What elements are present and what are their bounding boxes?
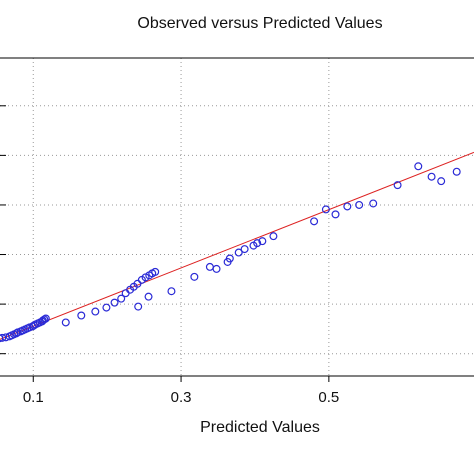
- data-point-55: [355, 200, 364, 209]
- data-point-6: [12, 329, 21, 338]
- data-point-26: [110, 298, 119, 307]
- data-point-57: [393, 181, 402, 190]
- data-point-53: [331, 210, 340, 219]
- data-point-21: [41, 314, 50, 323]
- data-point-20: [40, 315, 49, 324]
- fit-line: [0, 151, 474, 340]
- data-point-45: [234, 248, 243, 257]
- data-point-38: [134, 302, 143, 311]
- data-point-23: [77, 311, 86, 320]
- data-point-48: [253, 239, 262, 248]
- data-point-49: [258, 237, 267, 246]
- data-point-59: [427, 172, 436, 181]
- chart-title: Observed versus Predicted Values: [137, 15, 383, 32]
- data-point-44: [225, 254, 234, 263]
- data-point-54: [343, 202, 352, 211]
- data-point-1: [0, 333, 7, 342]
- x-tick-label-0: 0.1: [23, 389, 44, 406]
- data-point-27: [117, 294, 126, 303]
- x-tick-label-2: 0.5: [318, 389, 339, 406]
- data-point-39: [167, 287, 176, 296]
- data-point-46: [240, 245, 249, 254]
- data-point-28: [121, 289, 130, 298]
- data-point-25: [102, 303, 111, 312]
- data-point-58: [414, 162, 423, 171]
- x-axis-label: Predicted Values: [200, 419, 320, 436]
- data-point-24: [91, 307, 100, 316]
- data-point-61: [452, 167, 461, 176]
- data-point-60: [437, 177, 446, 186]
- data-point-41: [205, 262, 214, 271]
- data-point-40: [190, 272, 199, 281]
- data-point-51: [310, 217, 319, 226]
- data-point-56: [369, 199, 378, 208]
- data-point-37: [144, 292, 153, 301]
- data-point-22: [61, 318, 70, 327]
- data-point-31: [133, 279, 142, 288]
- data-point-36: [151, 267, 160, 276]
- x-tick-label-1: 0.3: [171, 389, 192, 406]
- data-point-50: [269, 232, 278, 241]
- data-point-52: [321, 205, 330, 214]
- data-point-42: [212, 264, 221, 273]
